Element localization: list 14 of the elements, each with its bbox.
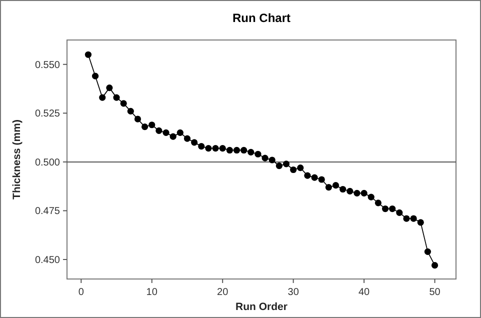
- chart-title: Run Chart: [232, 11, 290, 25]
- x-tick-label: 10: [146, 287, 158, 298]
- x-tick-label: 40: [358, 287, 370, 298]
- y-tick-label: 0.475: [34, 206, 60, 218]
- y-tick-label: 0.525: [34, 108, 60, 120]
- x-tick-label: 0: [78, 287, 84, 298]
- x-tick-label: 50: [429, 287, 441, 298]
- x-tick-label: 30: [288, 287, 300, 298]
- y-tick-label: 0.450: [34, 254, 60, 266]
- x-axis-title: Run Order: [236, 301, 288, 313]
- x-tick-label: 20: [217, 287, 229, 298]
- y-tick-label: 0.550: [34, 60, 60, 71]
- y-tick-label: 0.500: [34, 157, 60, 168]
- y-axis-title: Thickness (mm): [11, 120, 23, 200]
